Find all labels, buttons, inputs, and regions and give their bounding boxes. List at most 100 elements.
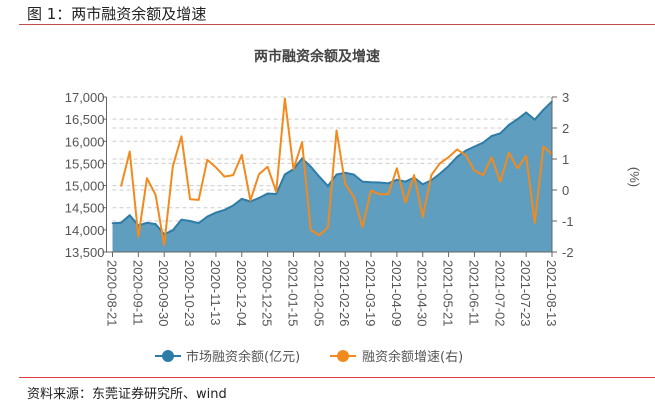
- axes: 13,500 14,000 14,500 15,000 15,500 16,000 16,5…: [65, 90, 574, 327]
- growth-point: [370, 189, 372, 192]
- growth-point: [266, 165, 269, 168]
- right-tick-label: -1: [562, 214, 574, 229]
- x-tick-label: 2020-09-11: [130, 260, 145, 326]
- x-tick-label: 2021-07-02: [492, 260, 507, 327]
- balance-point: [180, 218, 183, 221]
- growth-point: [447, 156, 450, 158]
- growth-point: [275, 191, 278, 193]
- balance-point: [275, 193, 278, 195]
- balance-point: [128, 214, 131, 217]
- growth-point: [258, 173, 260, 175]
- growth-point: [180, 135, 183, 138]
- left-tick-label: 15,500: [65, 156, 105, 171]
- growth-point: [232, 174, 234, 176]
- balance-point: [232, 204, 234, 207]
- left-tick-label: 14,500: [65, 201, 105, 216]
- balance-point: [482, 141, 484, 144]
- growth-point: [404, 201, 407, 204]
- growth-point: [525, 155, 527, 157]
- balance-point: [154, 223, 157, 225]
- growth-point: [284, 97, 286, 100]
- legend-item-balance[interactable]: 市场融资余额(亿元): [155, 349, 300, 365]
- footer-divider: [19, 377, 655, 378]
- balance-point: [146, 221, 148, 224]
- growth-point: [508, 152, 510, 154]
- x-tick-label: 2021-07-23: [518, 260, 533, 327]
- x-tick-label: 2021-02-26: [337, 260, 352, 327]
- balance-point: [240, 198, 243, 200]
- balance-point: [378, 181, 381, 184]
- x-tick-label: 2020-10-23: [182, 260, 197, 327]
- balance-point: [516, 118, 519, 120]
- balance-point: [456, 155, 459, 158]
- growth-point: [309, 229, 312, 231]
- balance-point: [120, 221, 122, 224]
- balance-point: [370, 181, 372, 184]
- growth-point: [396, 167, 398, 170]
- growth-point: [146, 177, 148, 180]
- source-note: 资料来源：东莞证券研究所、wind: [27, 387, 227, 402]
- right-tick-label: -2: [562, 245, 574, 260]
- x-tick-label: 2020-11-13: [208, 260, 223, 326]
- balance-point: [266, 192, 269, 195]
- legend-item-growth[interactable]: 融资余额增速(右): [330, 349, 463, 365]
- growth-point: [490, 156, 493, 159]
- x-tick-label: 2021-01-15: [285, 260, 300, 327]
- growth-point: [413, 174, 415, 176]
- x-tick-label: 2020-12-25: [260, 260, 275, 327]
- growth-point: [120, 185, 122, 187]
- x-tick-label: 2021-02-05: [311, 260, 326, 327]
- growth-point: [215, 166, 217, 169]
- growth-point: [473, 169, 476, 172]
- left-tick-label: 17,000: [65, 90, 105, 105]
- growth-point: [378, 193, 381, 196]
- balance-point: [189, 220, 191, 222]
- growth-point: [361, 226, 364, 228]
- left-tick-label: 14,000: [65, 223, 105, 238]
- chart-title: 两市融资余额及增速: [254, 48, 380, 65]
- x-tick-label: 2021-08-13: [544, 260, 559, 327]
- right-tick-label: 1: [562, 152, 569, 167]
- growth-point: [163, 244, 166, 246]
- growth-point: [172, 165, 174, 168]
- left-tick-label: 16,500: [65, 112, 105, 127]
- balance-point: [335, 173, 338, 176]
- balance-point: [111, 222, 114, 225]
- growth-point: [499, 180, 502, 183]
- left-tick-label: 13,500: [65, 245, 105, 260]
- growth-point: [387, 193, 390, 195]
- legend-label-balance: 市场融资余额(亿元): [186, 349, 300, 365]
- growth-point: [301, 141, 303, 144]
- growth-point: [430, 174, 433, 176]
- growth-point: [516, 167, 519, 170]
- balance-point: [197, 222, 200, 225]
- figure-title: 图 1：两市融资余额及增速: [27, 5, 207, 23]
- growth-point: [240, 154, 243, 156]
- x-tick-label: 2021-03-19: [363, 260, 378, 327]
- growth-point: [223, 175, 226, 178]
- growth-point: [439, 162, 441, 165]
- header-divider: [19, 24, 655, 25]
- balance-point: [396, 179, 398, 181]
- balance-point: [309, 165, 312, 168]
- growth-point: [533, 222, 536, 224]
- x-tick-label: 2021-04-09: [389, 260, 404, 327]
- legend: 市场融资余额(亿元) 融资余额增速(右): [155, 349, 463, 365]
- balance-point: [508, 124, 510, 126]
- balance-point: [258, 197, 260, 199]
- growth-point: [189, 198, 191, 201]
- growth-point: [197, 199, 200, 201]
- x-tick-label: 2021-04-30: [415, 260, 430, 327]
- growth-point: [327, 226, 329, 229]
- legend-label-growth: 融资余额增速(右): [362, 349, 463, 365]
- balance-point: [206, 215, 209, 218]
- balance-point: [215, 211, 217, 214]
- legend-marker-growth: [337, 350, 349, 362]
- balance-point: [447, 165, 450, 167]
- balance-point: [499, 132, 502, 135]
- balance-point: [327, 185, 329, 187]
- growth-point: [318, 234, 321, 237]
- legend-marker-balance: [162, 350, 174, 362]
- balance-point: [301, 157, 303, 160]
